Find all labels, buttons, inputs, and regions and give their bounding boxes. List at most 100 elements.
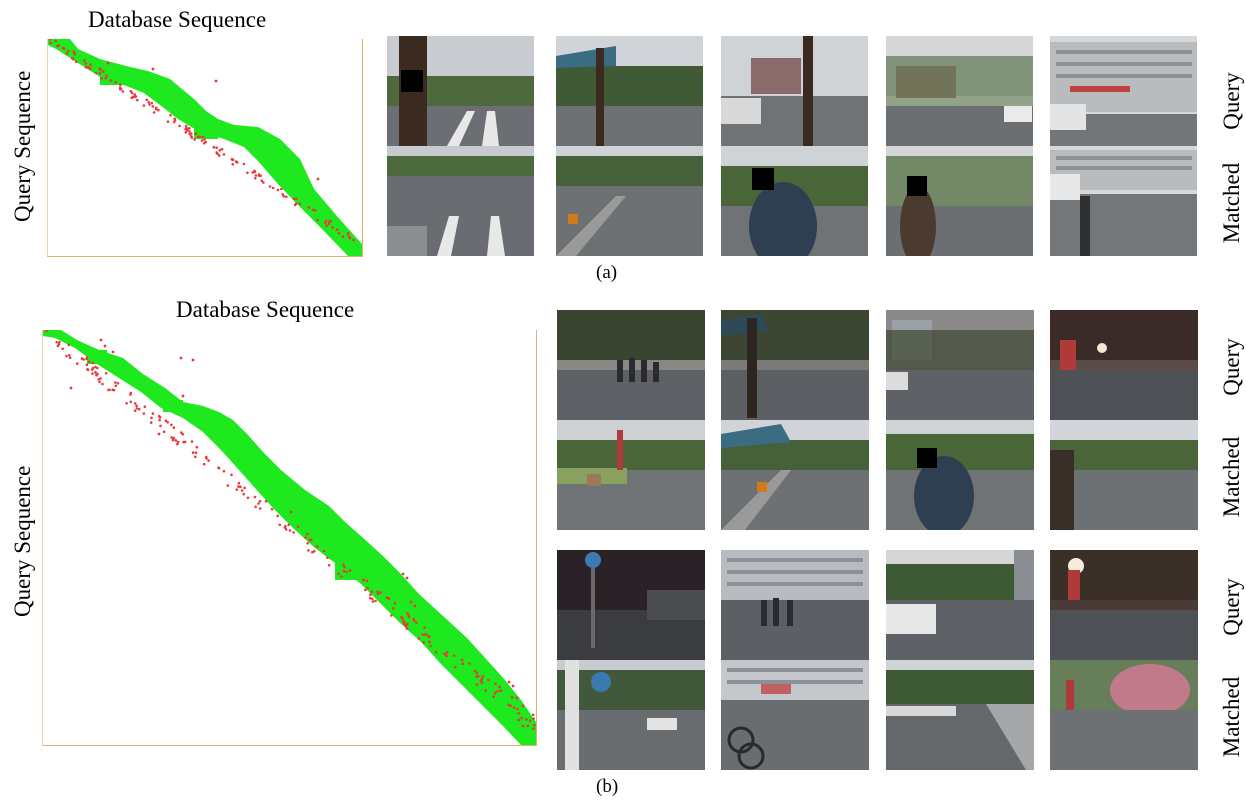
match-point (417, 637, 421, 640)
panel-a-match-points (48, 39, 355, 242)
match-point (326, 556, 329, 559)
panel-b-match-points (45, 330, 536, 730)
match-point (454, 666, 457, 669)
panel-a-plot-ylabel: Query Sequence (10, 70, 35, 222)
match-point (424, 633, 428, 636)
match-point (62, 47, 66, 50)
match-point (231, 158, 234, 162)
match-point (254, 177, 257, 180)
match-point (193, 138, 196, 141)
panel-b-matched-image-2 (721, 420, 869, 530)
match-point (149, 421, 153, 424)
match-point (444, 653, 448, 656)
match-point (135, 407, 139, 410)
match-point (148, 103, 151, 106)
match-point (190, 132, 193, 135)
match-point (88, 66, 91, 70)
panel-b-query-image-6 (721, 550, 869, 660)
match-point (390, 614, 393, 617)
match-point (184, 124, 188, 128)
match-point (348, 569, 352, 572)
match-point (170, 423, 173, 427)
match-point (129, 393, 132, 396)
match-point (512, 706, 516, 709)
face-redaction (907, 176, 927, 196)
match-point (54, 39, 57, 43)
match-point (487, 678, 490, 682)
match-point (369, 593, 372, 596)
match-point (109, 79, 113, 82)
match-point (307, 206, 311, 209)
match-point (200, 139, 204, 142)
match-point (98, 67, 101, 70)
match-point (365, 579, 369, 583)
match-point (335, 228, 339, 231)
match-point (226, 484, 230, 487)
match-point-outlier (183, 440, 187, 444)
match-point (292, 531, 295, 534)
panel-b-matched-image-3 (886, 420, 1034, 530)
match-point (313, 549, 316, 553)
match-point (370, 590, 374, 594)
face-redaction (401, 70, 423, 92)
match-point (118, 86, 122, 89)
panel-a-row-label-query: Query (1219, 72, 1244, 130)
match-point (376, 591, 380, 595)
match-point (475, 683, 479, 686)
match-point-outlier (99, 338, 103, 342)
match-point (173, 118, 177, 122)
match-point (230, 473, 233, 477)
match-point (83, 59, 86, 62)
match-point (525, 718, 528, 721)
match-point (142, 412, 146, 415)
panel-a-matched-image-5 (1050, 146, 1197, 256)
match-point (114, 81, 117, 84)
match-point (157, 108, 160, 112)
match-point-outlier (515, 696, 519, 700)
match-point (346, 233, 350, 236)
match-point (68, 354, 71, 357)
face-redaction (917, 448, 937, 468)
panel-b-caption: (b) (596, 776, 619, 797)
match-point (65, 354, 68, 358)
match-point (237, 485, 240, 488)
panel-b-matched-image-1 (557, 420, 705, 530)
match-point (145, 98, 149, 102)
match-point (316, 218, 319, 222)
match-point (188, 130, 191, 133)
match-point (73, 52, 77, 56)
match-point (532, 717, 535, 720)
match-point (196, 135, 200, 139)
match-point (405, 627, 409, 630)
match-point (133, 93, 136, 96)
match-point (222, 153, 226, 156)
panel-b-row-label-matched-1: Matched (1219, 436, 1244, 518)
match-point (203, 138, 206, 141)
panel-b-matched-image-8 (1050, 660, 1198, 770)
match-point (129, 400, 133, 404)
match-point (364, 588, 367, 592)
match-point (366, 586, 369, 590)
panel-b-match-band-block (87, 350, 107, 364)
match-point (452, 654, 456, 657)
match-point (234, 160, 238, 163)
match-point (184, 131, 188, 134)
match-point (294, 197, 298, 201)
match-point (421, 633, 425, 636)
match-point (133, 402, 137, 405)
match-point (517, 712, 520, 715)
match-point (345, 570, 349, 574)
match-point (493, 691, 497, 695)
match-point-outlier (511, 684, 515, 688)
match-point (322, 549, 326, 553)
match-point-outlier (405, 576, 409, 580)
match-point (311, 550, 314, 554)
match-point (91, 372, 94, 375)
match-point (89, 63, 92, 66)
match-point-outlier (507, 680, 511, 684)
match-point (362, 578, 365, 581)
match-point (343, 565, 346, 569)
match-point (216, 152, 219, 156)
match-point (218, 149, 222, 152)
match-point (257, 502, 260, 505)
